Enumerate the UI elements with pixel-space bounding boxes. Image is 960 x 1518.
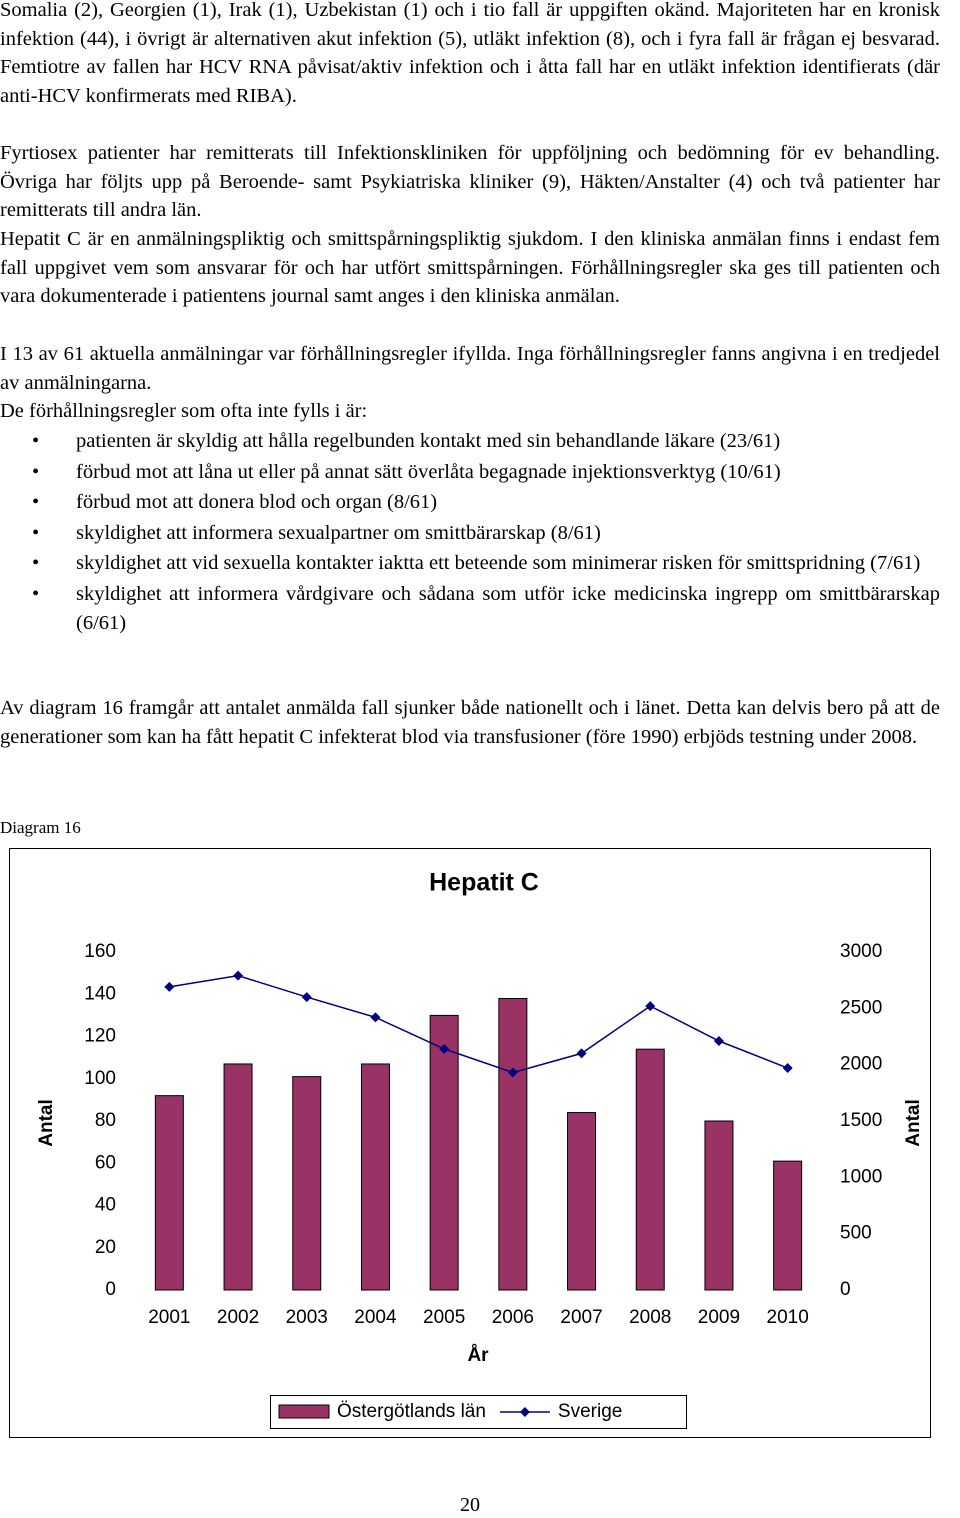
x-tick-label: 2007 [560,1307,602,1328]
chart: Hepatit C Antal Antal År 0 20 40 60 80 100 120… [9,848,931,1438]
y-tick-label: 140 [84,983,116,1004]
y-tick-label: 160 [84,941,116,962]
x-tick-label: 2010 [767,1307,809,1328]
bar [498,997,528,1291]
bar [567,1112,597,1291]
y2-tick-label: 2000 [840,1054,882,1075]
marker [645,1001,656,1012]
y2-axis-label: Antal [903,1099,924,1147]
legend-marker [519,1407,530,1417]
y-axis-label: Antal [36,1099,57,1147]
y2-tick-label: 2500 [840,997,882,1018]
marker [370,1012,381,1023]
marker [507,1067,518,1078]
paragraph: De förhållningsregler som ofta inte fyll… [0,400,368,422]
x-tick-label: 2008 [629,1307,671,1328]
legend-label: Sverige [558,1401,622,1422]
y2-tick-label: 3000 [840,941,882,962]
y-tick-label: 40 [95,1195,116,1216]
page-number: 20 [460,1494,480,1516]
y-tick-label: 0 [105,1279,116,1300]
paragraph: Somalia (2), Georgien (1), Irak (1), Uzb… [0,0,940,108]
legend-label: Östergötlands län [337,1401,486,1422]
bullet: skyldighet att informera sexualpartner o… [0,519,940,549]
marker [782,1063,793,1074]
bar [429,1014,459,1291]
bullet-list: patienten är skyldig att hålla regelbund… [0,427,940,640]
y2-tick-label: 1500 [840,1110,882,1131]
bar [360,1063,390,1291]
bar [773,1160,803,1291]
bullet: förbud mot att låna ut eller på annat sä… [0,458,940,488]
marker [233,970,244,981]
bar [704,1120,734,1291]
y2-tick-label: 500 [840,1223,872,1244]
bullet: patienten är skyldig att hålla regelbund… [0,427,940,457]
bar [292,1076,322,1291]
bullet: skyldighet att informera vårdgivare och … [0,580,940,639]
y-tick-label: 80 [95,1110,116,1131]
marker [439,1043,450,1054]
y-tick-label: 100 [84,1068,116,1089]
x-tick-label: 2006 [492,1307,534,1328]
bullet: skyldighet att vid sexuella kontakter ia… [0,549,940,579]
paragraph: Hepatit C är en anmälningspliktig och sm… [0,228,940,308]
caption: Diagram 16 [0,818,81,837]
legend-swatch [278,1404,330,1419]
x-tick-label: 2005 [423,1307,465,1328]
bar [154,1095,184,1291]
paragraph: Fyrtiosex patienter har remitterats till… [0,142,940,222]
x-tick-label: 2004 [354,1307,397,1328]
y2-tick-label: 0 [840,1279,851,1300]
line [169,974,788,1074]
x-axis-label: År [467,1345,489,1366]
x-tick-label: 2003 [286,1307,328,1328]
marker [164,981,175,992]
marker [301,992,312,1003]
y-tick-label: 120 [84,1026,116,1047]
marker [713,1036,724,1047]
bar [635,1048,665,1291]
marker [576,1048,587,1059]
y-tick-label: 60 [95,1152,116,1173]
paragraph: Av diagram 16 framgår att antalet anmäld… [0,697,940,748]
legend [270,1395,687,1429]
x-tick-label: 2009 [698,1307,740,1328]
chart-title: Hepatit C [429,869,539,897]
x-tick-label: 2002 [217,1307,259,1328]
paragraph: I 13 av 61 aktuella anmälningar var förh… [0,343,940,394]
y-tick-label: 20 [95,1237,116,1258]
bullet: förbud mot att donera blod och organ (8/… [0,488,940,518]
y2-tick-label: 1000 [840,1166,882,1187]
x-tick-label: 2001 [148,1307,190,1328]
bar [223,1063,253,1291]
